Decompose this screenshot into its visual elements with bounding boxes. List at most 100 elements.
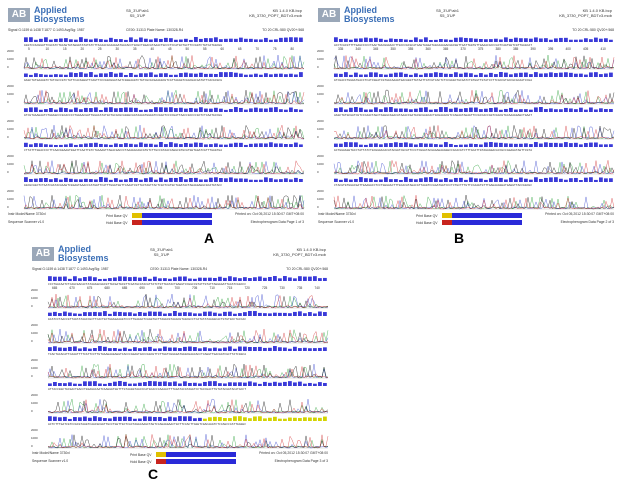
- qv-bar: [303, 417, 307, 421]
- qv-bar: [244, 74, 248, 77]
- legend-bar-red-2: [132, 220, 142, 225]
- qv-bar: [349, 107, 353, 112]
- qv-bar: [109, 37, 113, 42]
- qv-bar: [44, 178, 48, 182]
- chromatogram-trace: [47, 329, 329, 344]
- qv-bar: [143, 382, 147, 386]
- y-axis-label: 1000: [317, 162, 324, 166]
- panel-label-a: A: [204, 230, 215, 246]
- qv-bar: [559, 109, 563, 112]
- qv-bar: [89, 143, 93, 147]
- qv-bar: [283, 276, 287, 281]
- qv-bar: [219, 144, 223, 147]
- qv-bar: [159, 73, 163, 77]
- position-tick-label: 345: [373, 47, 379, 51]
- qv-bar: [239, 107, 243, 112]
- qv-bar: [489, 39, 493, 42]
- qv-bar: [594, 37, 598, 42]
- qv-bar: [124, 107, 128, 112]
- qv-bar: [189, 143, 193, 147]
- chromatogram-trace: [47, 434, 329, 449]
- panel-header: AB Applied Biosystems S5_3'UP.ab1 S5_3'U…: [6, 6, 306, 36]
- qv-bar: [204, 179, 208, 182]
- qv-bar: [248, 346, 252, 351]
- base-call-row: TCACTACACATTCAAATTTTCATTCCTTGTAAAGAAGAGG…: [48, 353, 246, 356]
- qv-bar: [444, 142, 448, 147]
- legend-bar-blue-1: [156, 452, 236, 457]
- qv-bar: [484, 179, 488, 182]
- qv-bar: [234, 142, 238, 147]
- qv-bar: [294, 177, 298, 182]
- qv-bar: [479, 144, 483, 147]
- qv-bar: [429, 143, 433, 147]
- qv-bar: [464, 72, 468, 77]
- qv-bar: [424, 107, 428, 112]
- position-tick-label: 20: [81, 47, 85, 51]
- header-right: KB 1.4.0 KB.bcp KB_3730_POP7_BDTv3.mob: [273, 247, 326, 257]
- qv-bar: [354, 38, 358, 42]
- qv-bar: [209, 108, 213, 112]
- position-tick-label: 65: [238, 47, 242, 51]
- basecaller: KB 1.4.0 KB.bcp: [296, 247, 326, 252]
- qv-bar: [268, 347, 272, 351]
- qv-bar: [294, 37, 298, 42]
- qv-bar: [323, 347, 327, 351]
- qv-bar: [589, 39, 593, 42]
- qv-bar: [93, 277, 97, 281]
- qv-bar: [69, 143, 73, 147]
- y-axis-label: 0: [317, 135, 319, 139]
- qv-bar: [359, 38, 363, 42]
- qv-bar: [334, 143, 338, 147]
- qv-bar: [439, 107, 443, 112]
- qv-bar: [169, 107, 173, 112]
- qv-bar: [248, 381, 252, 386]
- qv-bar: [139, 109, 143, 112]
- chromatogram-trace: [47, 328, 329, 344]
- base-call-row: CCCTGACAATCTCAGCGACACTATAAAGCGGCGTTGCGAT…: [48, 283, 246, 286]
- legend-label-1: Print Base QV: [416, 214, 438, 218]
- qv-bar: [49, 74, 53, 77]
- chromatogram-trace: [47, 364, 329, 379]
- qv-bar: [284, 144, 288, 147]
- qv-bar: [298, 418, 302, 421]
- qv-bar: [203, 277, 207, 281]
- qv-bar: [284, 74, 288, 77]
- qv-bar: [123, 312, 127, 316]
- position-tick-label: 5: [28, 47, 30, 51]
- qv-bar: [108, 418, 112, 421]
- qv-bar: [214, 73, 218, 77]
- qv-bar: [218, 417, 222, 421]
- qv-bar: [439, 72, 443, 77]
- qv-bar: [179, 39, 183, 42]
- qv-bar: [83, 381, 87, 386]
- qv-bar: [344, 72, 348, 77]
- y-axis-label: 2000: [7, 49, 14, 53]
- qv-bar: [24, 108, 28, 112]
- qv-bar: [349, 142, 353, 147]
- legend-bar-blue-2: [156, 459, 236, 464]
- qv-bar: [484, 74, 488, 77]
- y-axis-label: 0: [7, 100, 9, 104]
- qv-bar: [214, 143, 218, 147]
- qv-bar: [394, 142, 398, 147]
- brand-line1: Applied: [58, 244, 91, 254]
- qv-bar: [308, 348, 312, 351]
- qv-bar: [239, 73, 243, 77]
- qv-bar: [253, 311, 257, 316]
- qv-bar: [49, 108, 53, 112]
- brand-name: Applied Biosystems: [34, 6, 85, 24]
- qv-bar: [99, 143, 103, 147]
- position-tick-label: 375: [478, 47, 484, 51]
- qv-bar: [184, 142, 188, 147]
- qv-bar: [379, 144, 383, 147]
- panel-label-b: B: [454, 230, 465, 246]
- base-call-row: GGCGCAGCTCTAATCAATACAAAGTCGGAGTAAACCCATG…: [24, 184, 222, 187]
- qv-bar: [44, 144, 48, 147]
- qv-bar: [88, 276, 92, 281]
- qv-bar: [234, 38, 238, 42]
- qv-bar: [499, 39, 503, 42]
- qv-bar: [164, 144, 168, 147]
- qv-bar: [148, 311, 152, 316]
- brand-name: Applied Biosystems: [344, 6, 395, 24]
- qv-bar: [559, 37, 563, 42]
